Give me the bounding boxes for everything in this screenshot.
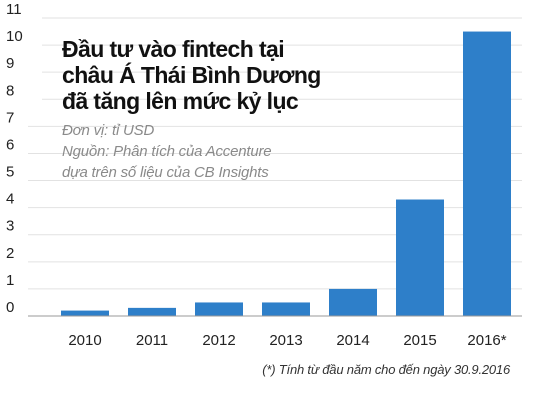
x-tick-label: 2012 [202, 332, 235, 349]
y-tick-label: 6 [6, 136, 14, 153]
x-tick-label: 2010 [68, 332, 101, 349]
bar-2013 [262, 302, 310, 316]
bar-2014 [329, 288, 377, 316]
y-tick-label: 10 [6, 28, 23, 45]
bar-2016-star [463, 31, 511, 317]
x-tick-label: 2013 [269, 332, 302, 349]
y-tick-label: 3 [6, 218, 14, 235]
chart-title-line-3: đã tăng lên mức kỷ lục [62, 88, 299, 114]
chart-title-line-1: Đầu tư vào fintech tại [62, 36, 285, 62]
y-tick-label: 5 [6, 164, 14, 181]
bars [61, 31, 511, 317]
x-tick-label: 2016* [467, 332, 506, 349]
y-tick-label: 0 [6, 299, 14, 316]
y-tick-label: 7 [6, 109, 14, 126]
gridlines [28, 17, 522, 290]
y-tick-label: 11 [6, 1, 22, 18]
y-tick-label: 2 [6, 245, 14, 262]
y-tick-label: 4 [6, 191, 14, 208]
bar-2011 [128, 307, 176, 316]
y-tick-label: 8 [6, 82, 14, 99]
bar-2012 [195, 302, 243, 316]
chart-source-line-2: dựa trên số liệu của CB Insights [62, 164, 269, 181]
x-tick-label: 2015 [403, 332, 436, 349]
chart-source-line-1: Nguồn: Phân tích của Accenture [62, 143, 272, 160]
x-axis-ticks: 2010 2011 2012 2013 2014 2015 2016* [68, 332, 506, 349]
y-tick-label: 1 [6, 272, 14, 289]
chart-unit: Đơn vị: tỉ USD [62, 122, 155, 139]
x-tick-label: 2014 [336, 332, 369, 349]
x-tick-label: 2011 [136, 332, 168, 349]
bar-2015 [396, 199, 444, 316]
y-axis-ticks: 0 1 2 3 4 5 6 7 8 9 10 11 [6, 1, 23, 316]
chart-title-line-2: châu Á Thái Bình Dương [62, 62, 321, 88]
chart-footnote: (*) Tính từ đầu năm cho đến ngày 30.9.20… [262, 362, 510, 377]
bar-2010 [61, 310, 109, 316]
chart-text-block: Đầu tư vào fintech tại châu Á Thái Bình … [62, 36, 362, 183]
y-tick-label: 9 [6, 55, 14, 72]
